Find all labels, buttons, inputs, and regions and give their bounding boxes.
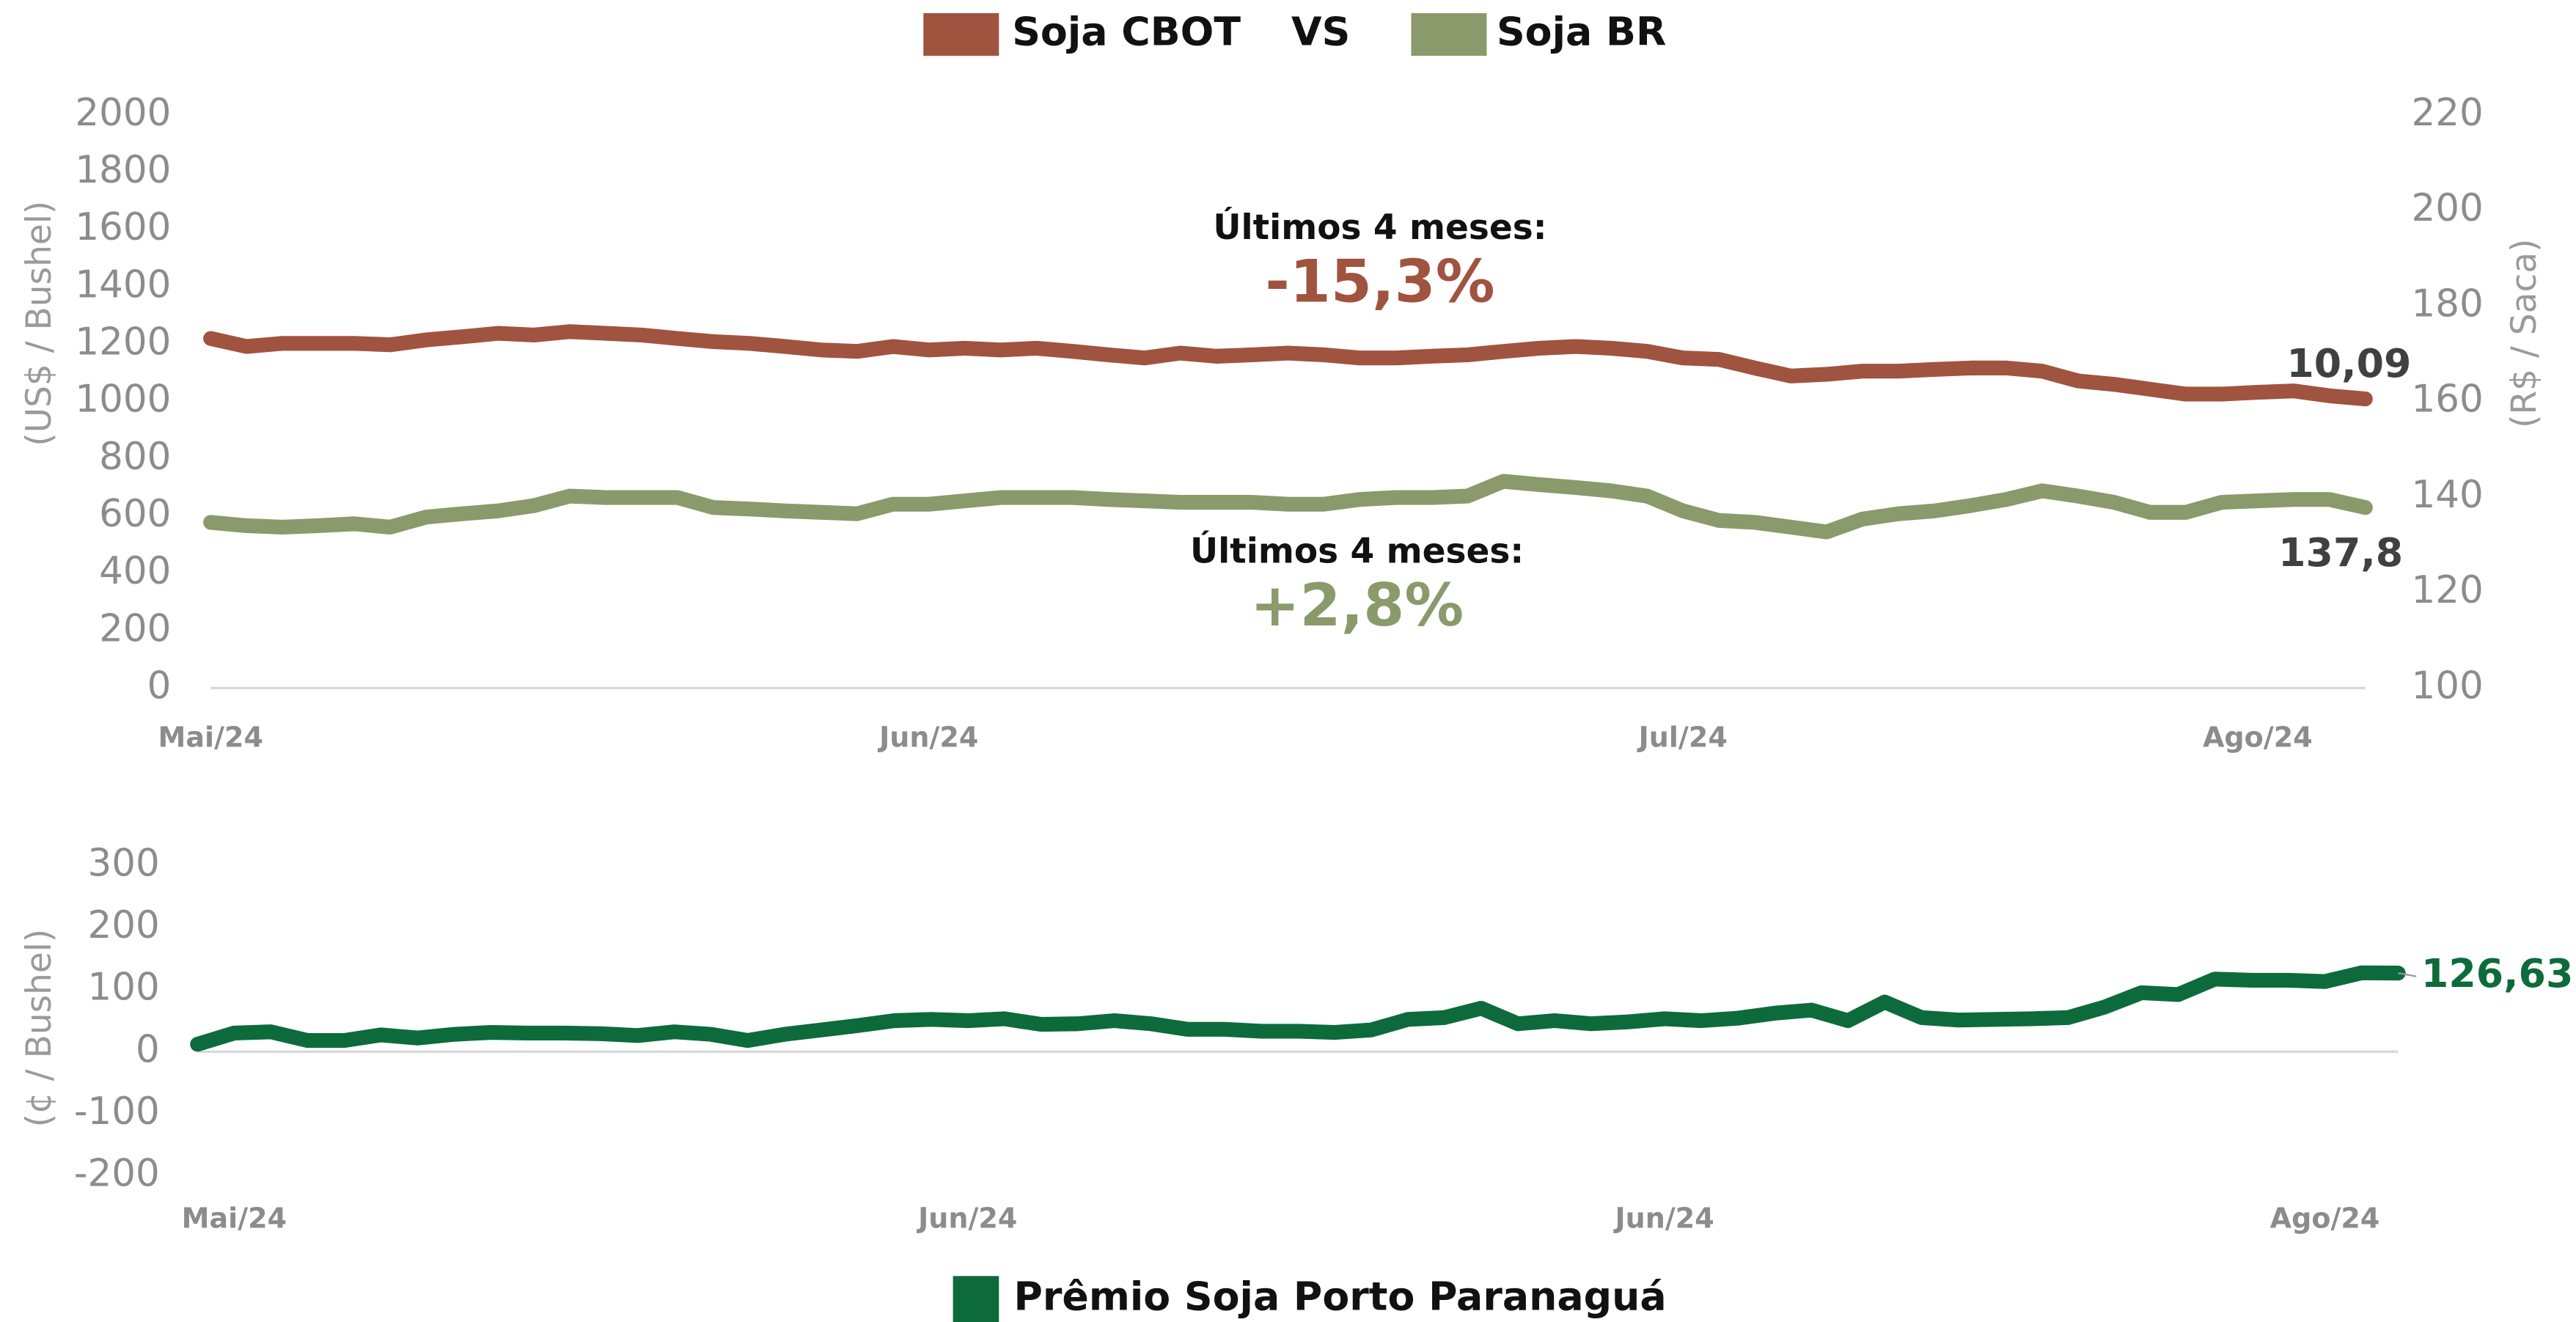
legend-swatch <box>953 1276 999 1322</box>
value-label: 10,09 <box>2286 340 2411 386</box>
y-tick-label: 100 <box>87 966 159 1010</box>
legend-swatch <box>1411 12 1487 56</box>
y2-tick-label: 180 <box>2411 282 2483 326</box>
annotation: Últimos 4 meses: <box>1213 208 1546 248</box>
series-line <box>190 965 2406 1052</box>
y-tick-label: -200 <box>74 1152 160 1196</box>
x-tick-label: Mai/24 <box>158 721 263 753</box>
y-tick-label: 600 <box>99 492 171 536</box>
y-tick-label: 200 <box>99 606 171 650</box>
x-tick-label: Jul/24 <box>1637 721 1728 753</box>
y2-tick-label: 100 <box>2411 664 2483 708</box>
y-tick-label: 400 <box>99 549 171 593</box>
y-tick-label: 0 <box>136 1027 160 1071</box>
x-tick-label: Jun/24 <box>877 721 978 753</box>
y2-tick-label: 160 <box>2411 378 2483 422</box>
x-tick-label: Jun/24 <box>1613 1202 1714 1235</box>
legend-separator: VS <box>1291 9 1350 55</box>
legend-label: Soja BR <box>1497 9 1666 55</box>
x-tick-label: Ago/24 <box>2203 721 2313 753</box>
y2-tick-label: 220 <box>2411 91 2483 135</box>
y-axis-title: (US$ / Bushel) <box>19 201 59 447</box>
legend-label: Prêmio Soja Porto Paranaguá <box>1013 1273 1666 1319</box>
y-tick-label: 1200 <box>75 320 171 364</box>
legend-swatch <box>923 12 999 56</box>
y-tick-label: 1000 <box>75 378 171 422</box>
y-tick-label: 200 <box>87 903 159 947</box>
y-tick-label: 300 <box>87 841 159 885</box>
series-line <box>203 324 2373 407</box>
annotation: +2,8% <box>1250 571 1464 640</box>
leader-line <box>2398 972 2417 977</box>
y-tick-label: 1800 <box>75 148 171 192</box>
x-tick-label: Mai/24 <box>182 1202 287 1235</box>
y-tick-label: 1600 <box>75 205 171 249</box>
y2-axis-title: (R$ / Saca) <box>2504 239 2544 428</box>
y-tick-label: 0 <box>147 664 172 708</box>
y-axis-title: (¢ / Bushel) <box>19 929 59 1128</box>
legend-label: Soja CBOT <box>1012 9 1241 55</box>
value-label: 126,63 <box>2421 950 2573 996</box>
y-tick-label: 1400 <box>75 262 171 306</box>
y2-tick-label: 120 <box>2411 568 2483 612</box>
y-tick-label: 800 <box>99 435 171 479</box>
y2-tick-label: 140 <box>2411 473 2483 517</box>
x-tick-label: Jun/24 <box>916 1202 1017 1235</box>
y-tick-label: 2000 <box>75 91 171 135</box>
series-line <box>203 474 2373 540</box>
y2-tick-label: 200 <box>2411 186 2483 230</box>
y-tick-label: -100 <box>74 1090 160 1134</box>
annotation: Últimos 4 meses: <box>1190 531 1524 571</box>
x-tick-label: Ago/24 <box>2270 1202 2380 1235</box>
annotation: -15,3% <box>1265 248 1494 317</box>
value-label: 137,8 <box>2278 529 2403 576</box>
